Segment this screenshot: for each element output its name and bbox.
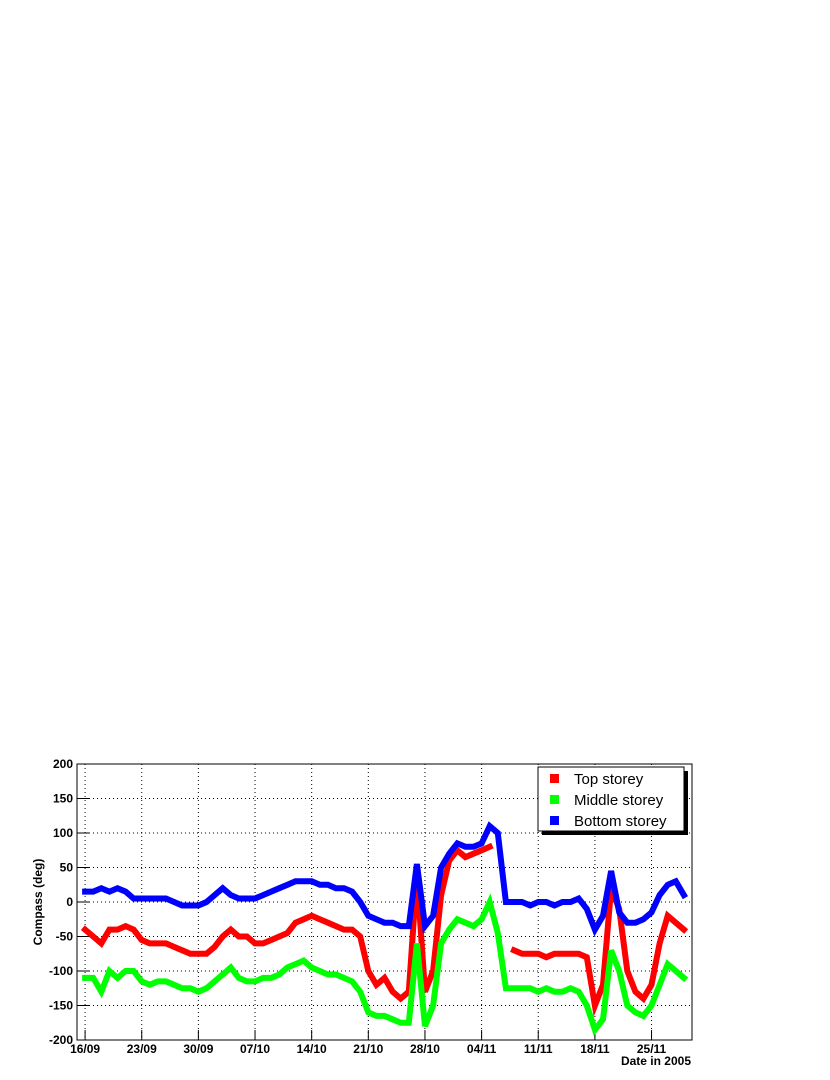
x-tick-label: 30/09 [183, 1042, 213, 1056]
legend: Top storey Middle storey Bottom storey [537, 766, 688, 835]
series-line [82, 821, 689, 937]
x-tick-label: 14/10 [297, 1042, 327, 1056]
x-tick-label: 25/11 [637, 1042, 667, 1056]
x-tick-label: 28/10 [410, 1042, 440, 1056]
x-tick-label: 04/11 [467, 1042, 497, 1056]
y-tick-label: 200 [53, 757, 73, 771]
x-tick-label: 18/11 [580, 1042, 610, 1056]
legend-label: Top storey [574, 771, 644, 788]
plot-frame [76, 763, 693, 1041]
y-tick-label: -200 [49, 1033, 73, 1047]
series-line [82, 893, 689, 1036]
legend-swatch [550, 816, 559, 825]
y-tick-label: -150 [49, 999, 73, 1013]
series-line [80, 842, 689, 1017]
legend-swatch [550, 795, 559, 804]
x-tick-label: 11/11 [524, 1042, 553, 1056]
legend-swatch [550, 774, 559, 783]
x-tick-label: 16/09 [70, 1042, 100, 1056]
y-tick-label: 100 [53, 826, 73, 840]
y-tick-label: 150 [53, 792, 73, 806]
y-tick-label: -100 [49, 964, 73, 978]
y-axis-label: Compass (deg) [31, 859, 45, 946]
y-tick-label: 0 [66, 895, 73, 909]
legend-label: Bottom storey [574, 813, 667, 830]
y-tick-label: 50 [60, 861, 74, 875]
x-tick-label: 21/10 [353, 1042, 383, 1056]
legend-label: Middle storey [574, 792, 664, 809]
y-tick-label: -50 [56, 930, 74, 944]
x-tick-label: 07/10 [240, 1042, 270, 1056]
legend-box [537, 766, 685, 832]
x-tick-label: 23/09 [127, 1042, 157, 1056]
x-axis-label: Date in 2005 [621, 1054, 691, 1068]
